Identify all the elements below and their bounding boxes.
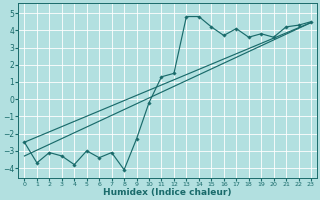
X-axis label: Humidex (Indice chaleur): Humidex (Indice chaleur) — [103, 188, 232, 197]
